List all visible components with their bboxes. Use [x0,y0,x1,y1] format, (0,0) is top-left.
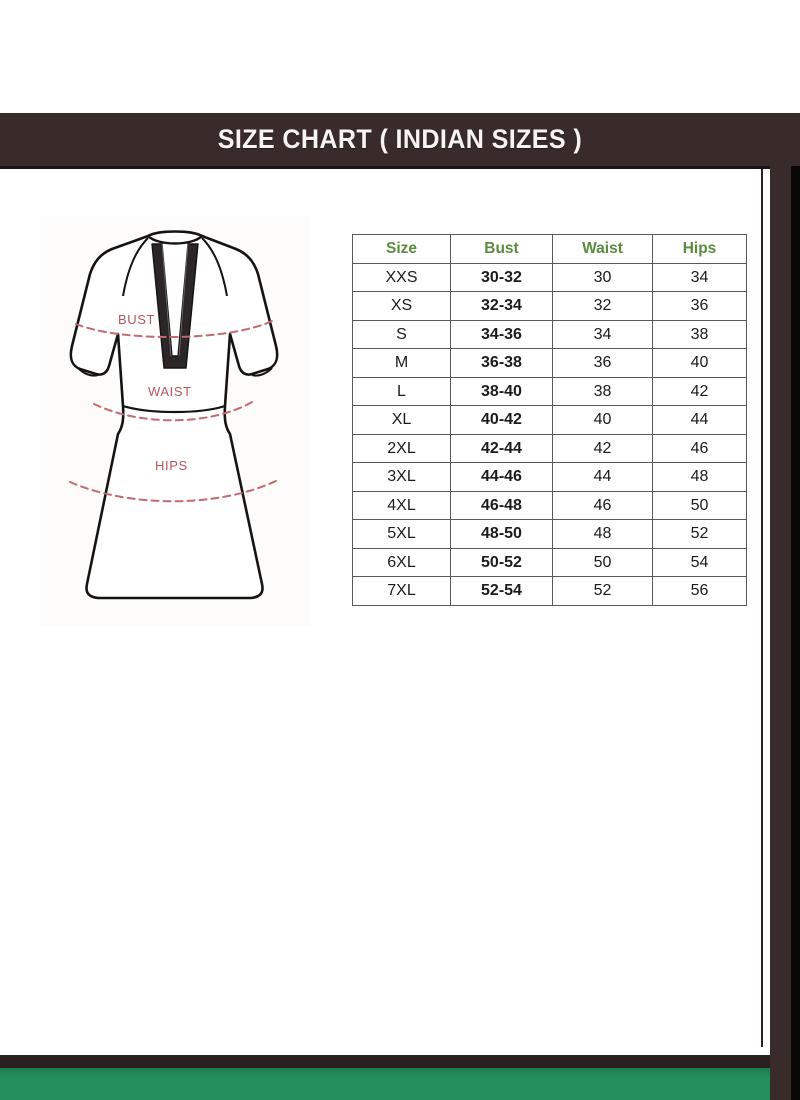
waist-label: WAIST [148,384,192,399]
cell-hips: 52 [652,519,747,549]
cell-waist: 30 [552,262,653,292]
table-row: XS 32-34 32 36 [352,291,747,321]
cell-size: 5XL [352,519,451,549]
cell-waist: 42 [552,433,653,463]
cell-bust: 34-36 [450,319,553,349]
cell-hips: 48 [652,462,747,492]
bottom-green-shade [0,1068,770,1078]
cell-hips: 40 [652,348,747,378]
cell-bust: 50-52 [450,547,553,577]
column-header-hips: Hips [652,234,747,264]
cell-bust: 38-40 [450,376,553,406]
cell-size: XXS [352,262,451,292]
size-table-body: XXS 30-32 30 34 XS 32-34 32 36 S 34-36 34 38 M 36-38 3… [352,262,747,606]
cell-bust: 40-42 [450,405,553,435]
right-border-edge [791,113,800,1100]
hips-dashed-line [69,479,279,503]
cell-bust: 30-32 [450,262,553,292]
cell-hips: 44 [652,405,747,435]
table-row: 3XL 44-46 44 48 [352,462,747,492]
garment-illustration: BUST WAIST HIPS [40,216,310,626]
table-row: L 38-40 38 42 [352,376,747,406]
cell-bust: 44-46 [450,462,553,492]
size-table-container: Size Bust Waist Hips XXS 30-32 30 34 XS 32-34… [352,234,747,606]
waist-dashed-line [93,401,253,422]
cell-waist: 44 [552,462,653,492]
cell-bust: 36-38 [450,348,553,378]
table-header-row: Size Bust Waist Hips [352,234,747,264]
table-row: 4XL 46-48 46 50 [352,490,747,520]
cell-waist: 40 [552,405,653,435]
cell-size: M [352,348,451,378]
column-header-waist: Waist [552,234,653,264]
cell-size: 2XL [352,433,451,463]
cell-size: S [352,319,451,349]
column-header-size: Size [352,234,451,264]
cell-hips: 42 [652,376,747,406]
size-table-head: Size Bust Waist Hips [352,234,747,264]
cell-bust: 32-34 [450,291,553,321]
cell-size: L [352,376,451,406]
cell-waist: 32 [552,291,653,321]
table-row: XXS 30-32 30 34 [352,262,747,292]
cell-waist: 38 [552,376,653,406]
cell-waist: 48 [552,519,653,549]
cell-bust: 52-54 [450,576,553,606]
cell-hips: 36 [652,291,747,321]
table-row: XL 40-42 40 44 [352,405,747,435]
cell-hips: 50 [652,490,747,520]
cell-hips: 38 [652,319,747,349]
cell-waist: 46 [552,490,653,520]
cell-hips: 56 [652,576,747,606]
cell-size: 6XL [352,547,451,577]
table-row: 6XL 50-52 50 54 [352,547,747,577]
cell-waist: 50 [552,547,653,577]
cell-size: XL [352,405,451,435]
bust-dashed-line [75,319,275,339]
cell-size: 7XL [352,576,451,606]
cell-hips: 34 [652,262,747,292]
cell-bust: 42-44 [450,433,553,463]
cell-bust: 46-48 [450,490,553,520]
cell-hips: 46 [652,433,747,463]
table-row: S 34-36 34 38 [352,319,747,349]
title-banner: SIZE CHART ( INDIAN SIZES ) [0,113,800,166]
bottom-dark-band [0,1055,770,1068]
cell-hips: 54 [652,547,747,577]
kurti-tunic-icon [69,230,279,600]
cell-size: XS [352,291,451,321]
table-row: 2XL 42-44 42 46 [352,433,747,463]
table-row: 7XL 52-54 52 56 [352,576,747,606]
page-title: SIZE CHART ( INDIAN SIZES ) [217,124,583,154]
cell-waist: 36 [552,348,653,378]
cell-size: 4XL [352,490,451,520]
cell-bust: 48-50 [450,519,553,549]
column-header-bust: Bust [450,234,553,264]
hips-label: HIPS [155,458,188,473]
banner-shadow-line [0,166,770,169]
cell-waist: 34 [552,319,653,349]
table-row: 5XL 48-50 48 52 [352,519,747,549]
size-table: Size Bust Waist Hips XXS 30-32 30 34 XS 32-34… [352,234,747,606]
cell-waist: 52 [552,576,653,606]
table-row: M 36-38 36 40 [352,348,747,378]
bust-label: BUST [118,312,156,327]
cell-size: 3XL [352,462,451,492]
